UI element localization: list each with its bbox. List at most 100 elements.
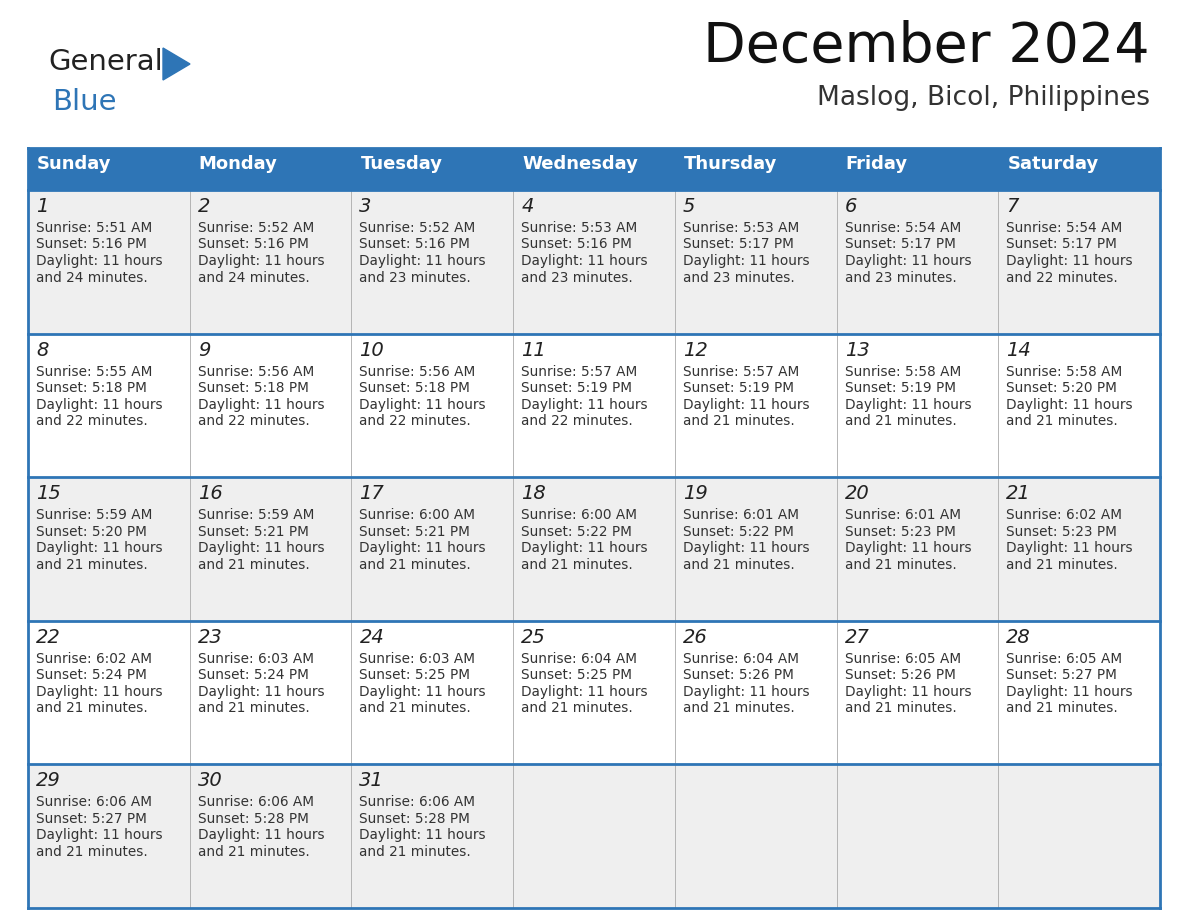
- Text: and 21 minutes.: and 21 minutes.: [360, 845, 472, 859]
- Text: Daylight: 11 hours: Daylight: 11 hours: [522, 542, 647, 555]
- Text: Sunrise: 6:03 AM: Sunrise: 6:03 AM: [360, 652, 475, 666]
- Text: Sunrise: 5:59 AM: Sunrise: 5:59 AM: [36, 509, 152, 522]
- Text: Sunrise: 5:53 AM: Sunrise: 5:53 AM: [683, 221, 800, 235]
- Text: Sunset: 5:27 PM: Sunset: 5:27 PM: [1006, 668, 1117, 682]
- Text: 31: 31: [360, 771, 384, 790]
- Text: and 21 minutes.: and 21 minutes.: [36, 701, 147, 715]
- Text: Daylight: 11 hours: Daylight: 11 hours: [197, 542, 324, 555]
- Text: 13: 13: [845, 341, 870, 360]
- Text: Sunset: 5:25 PM: Sunset: 5:25 PM: [360, 668, 470, 682]
- Text: Sunrise: 6:06 AM: Sunrise: 6:06 AM: [36, 795, 152, 810]
- Text: Sunset: 5:18 PM: Sunset: 5:18 PM: [360, 381, 470, 395]
- Text: Sunrise: 6:05 AM: Sunrise: 6:05 AM: [845, 652, 961, 666]
- Text: and 23 minutes.: and 23 minutes.: [360, 271, 472, 285]
- Text: and 24 minutes.: and 24 minutes.: [197, 271, 309, 285]
- Text: Daylight: 11 hours: Daylight: 11 hours: [845, 397, 972, 411]
- Text: Daylight: 11 hours: Daylight: 11 hours: [845, 542, 972, 555]
- Text: and 22 minutes.: and 22 minutes.: [360, 414, 472, 428]
- Text: and 23 minutes.: and 23 minutes.: [845, 271, 956, 285]
- Text: Sunset: 5:19 PM: Sunset: 5:19 PM: [845, 381, 955, 395]
- Text: Sunset: 5:23 PM: Sunset: 5:23 PM: [845, 525, 955, 539]
- Text: Daylight: 11 hours: Daylight: 11 hours: [360, 685, 486, 699]
- Bar: [29, 148, 1159, 190]
- Text: and 21 minutes.: and 21 minutes.: [522, 701, 633, 715]
- Text: 25: 25: [522, 628, 546, 647]
- Text: Sunrise: 5:59 AM: Sunrise: 5:59 AM: [197, 509, 314, 522]
- Text: and 21 minutes.: and 21 minutes.: [683, 414, 795, 428]
- Text: 4: 4: [522, 197, 533, 216]
- Text: Sunrise: 6:01 AM: Sunrise: 6:01 AM: [845, 509, 961, 522]
- Text: Sunrise: 5:54 AM: Sunrise: 5:54 AM: [1006, 221, 1123, 235]
- Text: 15: 15: [36, 484, 61, 503]
- Bar: [29, 333, 1159, 477]
- Text: Sunset: 5:22 PM: Sunset: 5:22 PM: [683, 525, 794, 539]
- Text: 3: 3: [360, 197, 372, 216]
- Text: Blue: Blue: [52, 88, 116, 116]
- Text: and 21 minutes.: and 21 minutes.: [683, 701, 795, 715]
- Text: Daylight: 11 hours: Daylight: 11 hours: [197, 685, 324, 699]
- Text: Daylight: 11 hours: Daylight: 11 hours: [683, 254, 809, 268]
- Text: Daylight: 11 hours: Daylight: 11 hours: [36, 828, 163, 843]
- Text: 28: 28: [1006, 628, 1031, 647]
- Text: 23: 23: [197, 628, 222, 647]
- Text: General: General: [48, 48, 163, 76]
- Text: Sunset: 5:19 PM: Sunset: 5:19 PM: [683, 381, 794, 395]
- Text: 24: 24: [360, 628, 384, 647]
- Text: Sunset: 5:24 PM: Sunset: 5:24 PM: [197, 668, 309, 682]
- Text: Daylight: 11 hours: Daylight: 11 hours: [36, 685, 163, 699]
- Text: Sunrise: 6:03 AM: Sunrise: 6:03 AM: [197, 652, 314, 666]
- Text: Sunset: 5:17 PM: Sunset: 5:17 PM: [845, 238, 955, 252]
- Text: 26: 26: [683, 628, 708, 647]
- Text: Sunset: 5:19 PM: Sunset: 5:19 PM: [522, 381, 632, 395]
- Text: Monday: Monday: [198, 155, 278, 173]
- Text: and 21 minutes.: and 21 minutes.: [197, 558, 309, 572]
- Text: Sunrise: 6:01 AM: Sunrise: 6:01 AM: [683, 509, 798, 522]
- Text: Sunset: 5:18 PM: Sunset: 5:18 PM: [197, 381, 309, 395]
- Text: Sunrise: 5:57 AM: Sunrise: 5:57 AM: [522, 364, 638, 378]
- Text: Wednesday: Wednesday: [523, 155, 638, 173]
- Text: Sunset: 5:26 PM: Sunset: 5:26 PM: [683, 668, 794, 682]
- Text: and 21 minutes.: and 21 minutes.: [1006, 558, 1118, 572]
- Text: and 21 minutes.: and 21 minutes.: [197, 845, 309, 859]
- Text: and 24 minutes.: and 24 minutes.: [36, 271, 147, 285]
- Text: Daylight: 11 hours: Daylight: 11 hours: [683, 685, 809, 699]
- Text: Sunrise: 5:54 AM: Sunrise: 5:54 AM: [845, 221, 961, 235]
- Text: Daylight: 11 hours: Daylight: 11 hours: [522, 254, 647, 268]
- Text: Sunrise: 5:56 AM: Sunrise: 5:56 AM: [360, 364, 475, 378]
- Text: Daylight: 11 hours: Daylight: 11 hours: [197, 828, 324, 843]
- Text: Daylight: 11 hours: Daylight: 11 hours: [36, 542, 163, 555]
- Text: and 22 minutes.: and 22 minutes.: [522, 414, 633, 428]
- Text: Sunset: 5:17 PM: Sunset: 5:17 PM: [1006, 238, 1117, 252]
- Text: Sunset: 5:20 PM: Sunset: 5:20 PM: [1006, 381, 1117, 395]
- Bar: [29, 190, 1159, 333]
- Text: 20: 20: [845, 484, 870, 503]
- Text: Sunrise: 5:53 AM: Sunrise: 5:53 AM: [522, 221, 638, 235]
- Text: Daylight: 11 hours: Daylight: 11 hours: [683, 397, 809, 411]
- Text: 18: 18: [522, 484, 546, 503]
- Text: Daylight: 11 hours: Daylight: 11 hours: [36, 397, 163, 411]
- Text: and 22 minutes.: and 22 minutes.: [1006, 271, 1118, 285]
- Text: 27: 27: [845, 628, 870, 647]
- Text: and 23 minutes.: and 23 minutes.: [522, 271, 633, 285]
- Text: Maslog, Bicol, Philippines: Maslog, Bicol, Philippines: [817, 85, 1150, 111]
- Text: 30: 30: [197, 771, 222, 790]
- Text: 21: 21: [1006, 484, 1031, 503]
- Text: Daylight: 11 hours: Daylight: 11 hours: [845, 685, 972, 699]
- Text: 8: 8: [36, 341, 49, 360]
- Bar: [29, 765, 1159, 908]
- Text: Tuesday: Tuesday: [360, 155, 442, 173]
- Text: and 21 minutes.: and 21 minutes.: [360, 701, 472, 715]
- Text: Sunrise: 5:52 AM: Sunrise: 5:52 AM: [360, 221, 475, 235]
- Text: and 23 minutes.: and 23 minutes.: [683, 271, 795, 285]
- Text: Daylight: 11 hours: Daylight: 11 hours: [360, 828, 486, 843]
- Text: Sunset: 5:24 PM: Sunset: 5:24 PM: [36, 668, 147, 682]
- Text: and 21 minutes.: and 21 minutes.: [1006, 701, 1118, 715]
- Text: Daylight: 11 hours: Daylight: 11 hours: [36, 254, 163, 268]
- Text: Daylight: 11 hours: Daylight: 11 hours: [1006, 542, 1133, 555]
- Text: Sunset: 5:27 PM: Sunset: 5:27 PM: [36, 812, 147, 826]
- Text: Sunrise: 5:51 AM: Sunrise: 5:51 AM: [36, 221, 152, 235]
- Text: Daylight: 11 hours: Daylight: 11 hours: [1006, 685, 1133, 699]
- Text: and 21 minutes.: and 21 minutes.: [845, 701, 956, 715]
- Text: 12: 12: [683, 341, 708, 360]
- Text: Saturday: Saturday: [1007, 155, 1099, 173]
